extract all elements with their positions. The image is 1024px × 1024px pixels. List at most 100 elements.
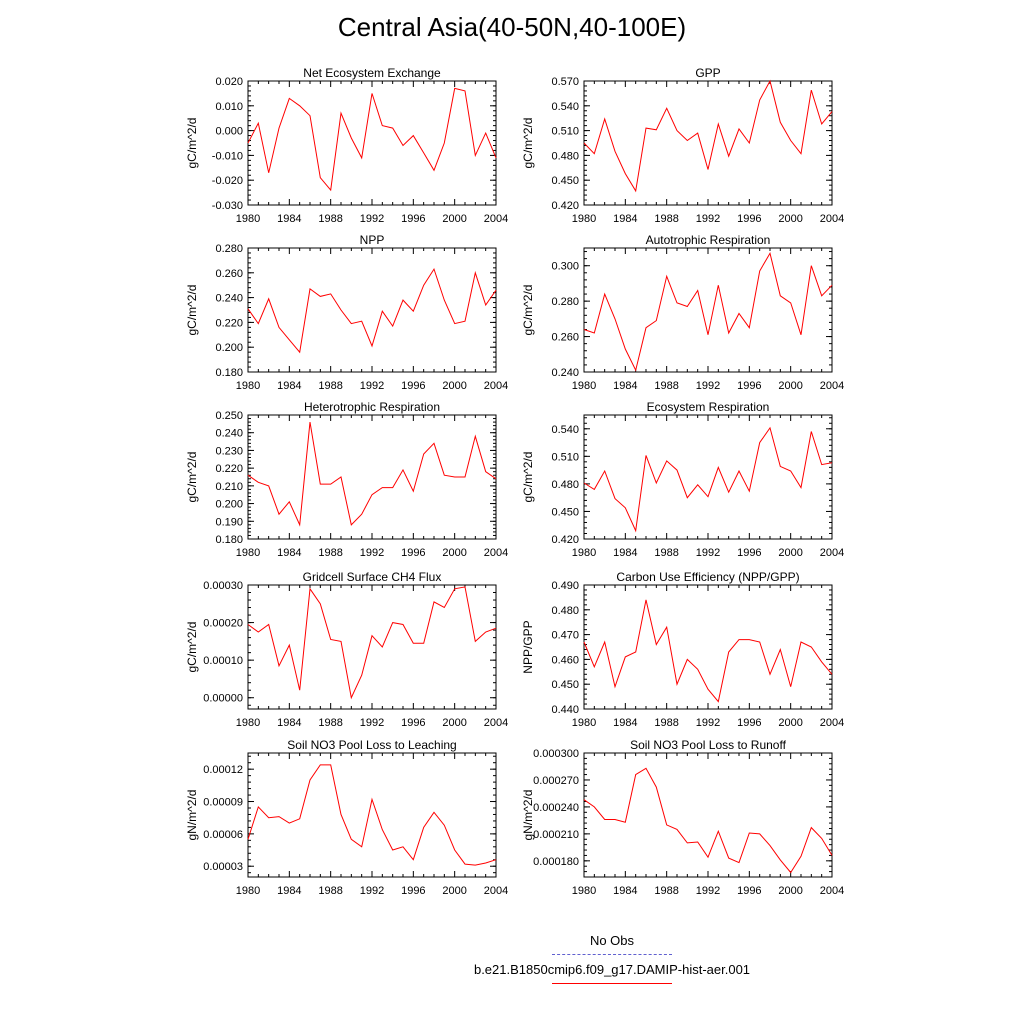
- data-point: [495, 627, 497, 629]
- data-point: [583, 799, 585, 801]
- data-point: [423, 453, 425, 455]
- data-point: [697, 484, 699, 486]
- y-tick-label: 0.450: [551, 506, 579, 518]
- plot-frame: [583, 584, 833, 710]
- y-axis-label: gC/m^2/d: [185, 118, 199, 169]
- y-tick-label: 0.220: [215, 317, 243, 329]
- x-tick-label: 2000: [778, 213, 802, 225]
- data-point: [625, 821, 627, 823]
- data-point: [738, 639, 740, 641]
- data-point: [299, 818, 301, 820]
- data-point: [738, 128, 740, 130]
- plot-frame: [247, 584, 497, 710]
- data-point: [594, 489, 596, 491]
- x-tick-label: 2000: [442, 380, 466, 392]
- data-point: [676, 469, 678, 471]
- data-point: [594, 332, 596, 334]
- panel-title: Ecosystem Respiration: [647, 400, 770, 414]
- y-tick-label: 0.200: [215, 342, 243, 354]
- data-point: [444, 299, 446, 301]
- data-point: [444, 142, 446, 144]
- x-tick-label: 1988: [318, 213, 342, 225]
- data-point: [289, 644, 291, 646]
- y-tick-label: 0.510: [551, 451, 579, 463]
- data-point: [583, 142, 585, 144]
- y-axis-label: NPP/GPP: [521, 620, 535, 673]
- panel-soil-no3-pool-loss-to-leaching: Soil NO3 Pool Loss to Leaching gN/m^2/d 19…: [185, 738, 508, 897]
- x-tick-label: 1984: [277, 380, 301, 392]
- x-tick-label: 1984: [277, 547, 301, 559]
- data-point: [485, 631, 487, 633]
- y-tick-label: 0.450: [551, 175, 579, 187]
- y-tick-label: 0.570: [551, 76, 579, 88]
- x-tick-label: 2004: [820, 213, 844, 225]
- data-point: [707, 334, 709, 336]
- data-point: [258, 323, 260, 325]
- x-tick-label: 1988: [654, 717, 678, 729]
- data-point: [361, 674, 363, 676]
- data-point: [382, 310, 384, 312]
- data-point: [413, 135, 415, 137]
- data-point: [759, 833, 761, 835]
- data-point: [687, 140, 689, 142]
- data-point: [625, 348, 627, 350]
- y-tick-label: 0.000: [215, 126, 243, 138]
- data-point: [413, 490, 415, 492]
- x-tick-label: 1992: [696, 213, 720, 225]
- data-point: [464, 476, 466, 478]
- y-tick-label: 0.420: [551, 534, 579, 546]
- x-tick-label: 1980: [236, 885, 260, 897]
- x-tick-label: 2000: [778, 717, 802, 729]
- panel-title: Soil NO3 Pool Loss to Runoff: [630, 738, 787, 752]
- y-tick-label: 0.280: [551, 296, 579, 308]
- series-line: [247, 764, 497, 866]
- data-point: [594, 806, 596, 808]
- y-tick-label: 0.280: [215, 243, 243, 255]
- data-point: [831, 855, 833, 857]
- data-point: [268, 817, 270, 819]
- data-point: [769, 845, 771, 847]
- data-point: [811, 265, 813, 267]
- data-point: [749, 327, 751, 329]
- y-tick-label: 0.200: [215, 499, 243, 511]
- data-point: [697, 841, 699, 843]
- x-tick-label: 2004: [820, 547, 844, 559]
- panel-ecosystem-respiration: Ecosystem Respiration gC/m^2/d 1980 1984 198…: [521, 400, 844, 559]
- y-tick-label: 0.00030: [203, 580, 243, 592]
- data-point: [454, 88, 456, 90]
- y-tick-label: 0.190: [215, 516, 243, 528]
- legend-model-label: b.e21.B1850cmip6.f09_g17.DAMIP-hist-aer.…: [473, 962, 751, 977]
- data-point: [247, 474, 249, 476]
- data-point: [320, 296, 322, 298]
- data-point: [340, 309, 342, 311]
- x-tick-label: 1980: [236, 547, 260, 559]
- data-point: [371, 635, 373, 637]
- data-point: [645, 455, 647, 457]
- y-tick-label: 0.240: [215, 428, 243, 440]
- data-point: [340, 814, 342, 816]
- data-point: [769, 80, 771, 82]
- data-point: [707, 856, 709, 858]
- data-point: [413, 859, 415, 861]
- data-point: [351, 697, 353, 699]
- x-tick-label: 1980: [236, 213, 260, 225]
- data-point: [800, 153, 802, 155]
- x-tick-label: 1988: [318, 717, 342, 729]
- y-axis-label: gN/m^2/d: [521, 790, 535, 841]
- data-point: [485, 132, 487, 134]
- data-point: [361, 846, 363, 848]
- data-point: [444, 824, 446, 826]
- panel-gpp: GPP gC/m^2/d 1980 1984 1988 1992 1996 2000 2004 0…: [521, 66, 844, 225]
- y-tick-label: 0.250: [215, 410, 243, 422]
- data-point: [485, 304, 487, 306]
- series-line: [583, 251, 833, 372]
- data-point: [402, 469, 404, 471]
- data-point: [759, 99, 761, 101]
- data-point: [454, 476, 456, 478]
- series-line: [247, 267, 497, 354]
- y-tick-label: 0.00003: [203, 861, 243, 873]
- data-point: [289, 822, 291, 824]
- data-point: [811, 431, 813, 433]
- data-point: [728, 491, 730, 493]
